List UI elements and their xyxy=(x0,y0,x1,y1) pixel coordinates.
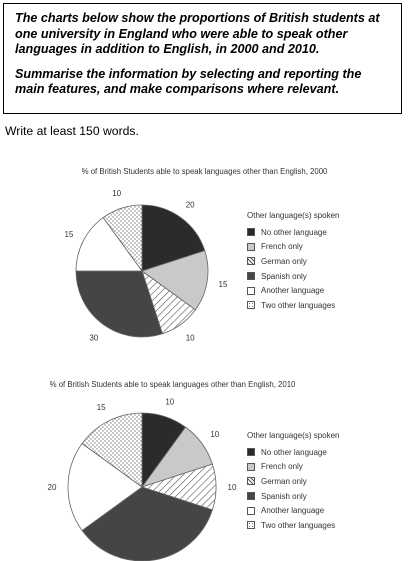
word-count-instruction: Write at least 150 words. xyxy=(5,124,139,138)
chart-2000-legend: Other language(s) spoken No other langua… xyxy=(247,211,340,313)
legend-label: No other language xyxy=(261,447,327,457)
legend-swatch xyxy=(247,272,255,281)
legend-label: French only xyxy=(261,462,303,472)
legend-swatch xyxy=(247,301,255,310)
chart-2010-legend: Other language(s) spoken No other langua… xyxy=(247,431,340,533)
pie-slice-another-language xyxy=(75,217,143,272)
slice-value-label: 20 xyxy=(48,483,57,492)
slice-value-label: 10 xyxy=(210,430,219,439)
legend-item-two-other-languages: Two other languages xyxy=(247,298,340,313)
legend-item-two-other-languages: Two other languages xyxy=(247,518,340,533)
legend-swatch xyxy=(247,477,255,486)
slice-value-label: 10 xyxy=(112,189,121,198)
legend-item-another-language: Another language xyxy=(247,503,340,518)
slice-value-label: 30 xyxy=(89,333,98,342)
legend-2000-title: Other language(s) spoken xyxy=(247,211,340,220)
legend-item-german-only: German only xyxy=(247,254,340,269)
task-paragraph-1: The charts below show the proportions of… xyxy=(15,11,380,56)
legend-swatch xyxy=(247,286,255,295)
slice-value-label: 10 xyxy=(186,333,195,342)
legend-item-french-only: French only xyxy=(247,460,340,475)
legend-label: No other language xyxy=(261,227,327,237)
legend-label: Another language xyxy=(261,286,325,296)
pie-slice-no-other-language xyxy=(141,204,206,272)
pie-slice-french-only xyxy=(141,250,209,311)
pie-slice-two-other-languages xyxy=(81,412,143,488)
legend-swatch xyxy=(247,242,255,251)
task-paragraph-2: Summarise the information by selecting a… xyxy=(15,66,362,97)
slice-value-label: 20 xyxy=(186,201,195,210)
legend-swatch xyxy=(247,506,255,515)
slice-value-label: 15 xyxy=(97,403,106,412)
legend-item-another-language: Another language xyxy=(247,283,340,298)
pie-slice-spanish-only xyxy=(75,270,163,338)
slice-value-label: 10 xyxy=(165,397,174,406)
pie-slice-two-other-languages xyxy=(102,204,143,273)
pie-slice-spanish-only xyxy=(81,486,213,561)
legend-swatch xyxy=(247,521,255,530)
legend-item-french-only: French only xyxy=(247,240,340,255)
legend-label: German only xyxy=(261,476,307,486)
legend-label: Two other languages xyxy=(261,520,336,530)
slice-value-label: 15 xyxy=(219,280,228,289)
slice-value-label: 15 xyxy=(64,230,73,239)
legend-label: German only xyxy=(261,256,307,266)
legend-label: French only xyxy=(261,242,303,252)
legend-2010-title: Other language(s) spoken xyxy=(247,431,340,440)
legend-label: Spanish only xyxy=(261,271,307,281)
legend-label: Two other languages xyxy=(261,300,336,310)
legend-item-spanish-only: Spanish only xyxy=(247,269,340,284)
legend-item-german-only: German only xyxy=(247,474,340,489)
legend-swatch xyxy=(247,492,255,501)
chart-2000-title: % of British Students able to speak lang… xyxy=(81,167,328,176)
legend-swatch xyxy=(247,448,255,457)
legend-item-spanish-only: Spanish only xyxy=(247,489,340,504)
pie-slice-another-language xyxy=(67,442,143,532)
legend-swatch xyxy=(247,462,255,471)
chart-2010-title: % of British Students able to speak lang… xyxy=(49,380,296,389)
legend-item-no-other-language: No other language xyxy=(247,445,340,460)
slice-value-label: 10 xyxy=(228,483,237,492)
legend-swatch xyxy=(247,228,255,237)
legend-item-no-other-language: No other language xyxy=(247,225,340,240)
task-prompt-box: The charts below show the proportions of… xyxy=(3,3,402,114)
legend-swatch xyxy=(247,257,255,266)
legend-label: Another language xyxy=(261,506,325,516)
legend-label: Spanish only xyxy=(261,491,307,501)
